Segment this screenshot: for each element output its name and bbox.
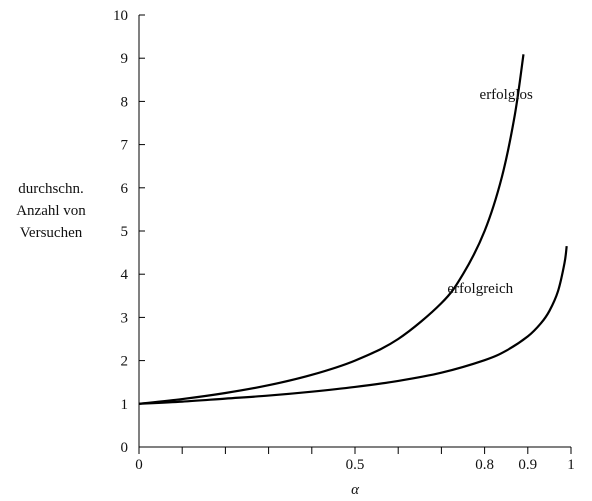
y-tick-label: 1 — [121, 397, 129, 413]
y-tick-label: 4 — [121, 267, 129, 283]
series-line-1 — [138, 54, 525, 405]
y-tick-label: 7 — [121, 138, 129, 154]
y-axis-label: durchschn. Anzahl von Versuchen — [4, 178, 98, 244]
y-tick-label: 8 — [121, 94, 129, 110]
chart-series — [138, 54, 568, 405]
x-tick-label: 0.8 — [475, 457, 494, 473]
y-tick-label: 2 — [121, 354, 129, 370]
chart-ticks: 0 1 2 3 4 5 6 7 8 9 10 0 0.5 0.8 0.9 1 — [113, 8, 575, 473]
chart-axes — [138, 14, 571, 448]
y-tick-label: 6 — [121, 181, 129, 197]
x-tick-label: 1 — [567, 457, 575, 473]
x-tick-label: 0.9 — [518, 457, 537, 473]
x-axis-label: α — [351, 482, 360, 498]
y-tick-label: 10 — [113, 8, 128, 24]
y-tick-label: 9 — [121, 51, 129, 67]
y-axis-label-line-3: Versuchen — [19, 225, 83, 241]
x-tick-label: 0 — [135, 457, 143, 473]
y-tick-label: 5 — [121, 224, 129, 240]
y-axis-label-line-1: durchschn. — [18, 181, 84, 197]
chart-labels: α erfolglos erfolgreich — [351, 87, 533, 498]
x-tick-label: 0.5 — [346, 457, 365, 473]
series-line-2 — [138, 245, 568, 405]
y-axis-label-line-2: Anzahl von — [16, 203, 86, 219]
y-tick-label: 3 — [121, 310, 129, 326]
curve-label-1: erfolglos — [480, 87, 533, 103]
y-tick-label: 0 — [121, 440, 129, 456]
curve-label-2: erfolgreich — [447, 281, 513, 297]
